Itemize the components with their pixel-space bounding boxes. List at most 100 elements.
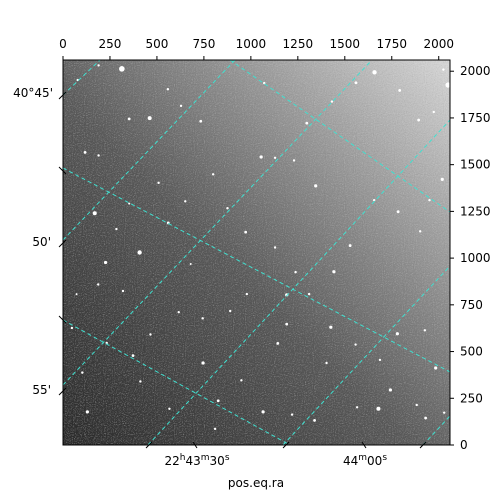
star: [240, 379, 243, 382]
star: [83, 151, 87, 154]
star: [121, 289, 125, 293]
star: [184, 200, 187, 203]
star: [168, 407, 171, 411]
star: [177, 310, 180, 314]
star: [213, 427, 217, 431]
star: [157, 181, 160, 185]
right-tick-label: 1750: [460, 111, 491, 125]
star: [378, 358, 382, 362]
star: [417, 118, 421, 122]
right-tick-label: 500: [460, 345, 483, 359]
star: [85, 410, 89, 414]
top-tick-label: 1250: [283, 37, 314, 51]
star: [139, 380, 142, 383]
star: [70, 326, 74, 330]
top-tick-label: 0: [59, 37, 67, 51]
grid-line: [63, 60, 101, 96]
star: [376, 406, 381, 411]
star: [398, 89, 402, 92]
star: [442, 68, 445, 71]
right-tick-label: 250: [460, 391, 483, 405]
star: [199, 119, 203, 123]
star: [388, 388, 393, 392]
right-axis: 0 250 500 750 1000 1250 1500 1750 2000: [450, 64, 491, 452]
celestial-grid: [63, 60, 450, 445]
x-axis-label: pos.eq.ra: [228, 476, 284, 490]
right-tick-label: 1500: [460, 158, 491, 172]
star: [329, 325, 333, 329]
star: [97, 64, 100, 67]
star: [259, 155, 263, 159]
star: [127, 117, 131, 121]
bottom-axis: [145, 441, 427, 449]
top-tick-label: 750: [192, 37, 215, 51]
star: [273, 156, 277, 159]
star: [276, 341, 280, 345]
star: [415, 403, 418, 407]
star: [201, 317, 204, 320]
dec-tick-label: 50': [32, 235, 51, 249]
ra-tick-label: 22h43m30s: [164, 453, 229, 468]
star: [228, 309, 232, 313]
star: [348, 244, 352, 247]
right-tick-label: 2000: [460, 64, 491, 78]
star: [81, 371, 84, 374]
star: [305, 121, 309, 125]
star: [290, 413, 294, 416]
star: [115, 227, 118, 231]
top-tick-label: 2000: [423, 37, 454, 51]
star: [119, 66, 125, 72]
star: [97, 154, 100, 157]
star: [307, 292, 311, 296]
star: [428, 198, 431, 202]
dec-tick-label: 55': [32, 383, 51, 397]
star: [211, 173, 215, 176]
star: [442, 411, 446, 414]
star: [423, 329, 427, 332]
star: [314, 184, 318, 188]
stars-layer: [70, 64, 450, 431]
star: [285, 322, 289, 326]
grid-line: [63, 60, 373, 386]
star: [440, 177, 444, 181]
grid-line: [63, 319, 291, 445]
grid-line: [63, 167, 450, 373]
right-tick-label: 0: [460, 438, 468, 452]
star: [149, 333, 152, 336]
ra-tick-label: 44m00s: [343, 453, 387, 468]
star: [419, 230, 422, 233]
star: [261, 410, 265, 414]
top-tick-label: 1000: [236, 37, 267, 51]
star: [92, 211, 97, 216]
star: [355, 406, 359, 409]
star: [226, 207, 229, 210]
star: [330, 100, 334, 103]
star: [244, 230, 248, 234]
star: [432, 110, 435, 114]
star: [273, 246, 277, 249]
star: [434, 366, 438, 370]
top-tick-label: 1750: [376, 37, 407, 51]
star: [424, 416, 428, 420]
star: [445, 82, 450, 88]
star: [372, 198, 376, 202]
star: [325, 361, 328, 365]
sky-image: [63, 60, 450, 445]
top-tick-label: 250: [99, 37, 122, 51]
grid-line: [282, 265, 450, 445]
right-tick-label: 1000: [460, 251, 491, 265]
star: [292, 159, 296, 162]
star: [285, 293, 289, 297]
star: [131, 354, 135, 358]
grid-line: [229, 60, 450, 213]
star: [137, 250, 142, 255]
star: [294, 270, 297, 274]
right-tick-label: 750: [460, 298, 483, 312]
star: [179, 104, 183, 108]
top-tick-label: 1500: [330, 37, 361, 51]
dec-tick-label: 40°45': [13, 86, 53, 100]
star: [245, 292, 249, 296]
star: [128, 202, 131, 205]
star: [332, 270, 336, 274]
